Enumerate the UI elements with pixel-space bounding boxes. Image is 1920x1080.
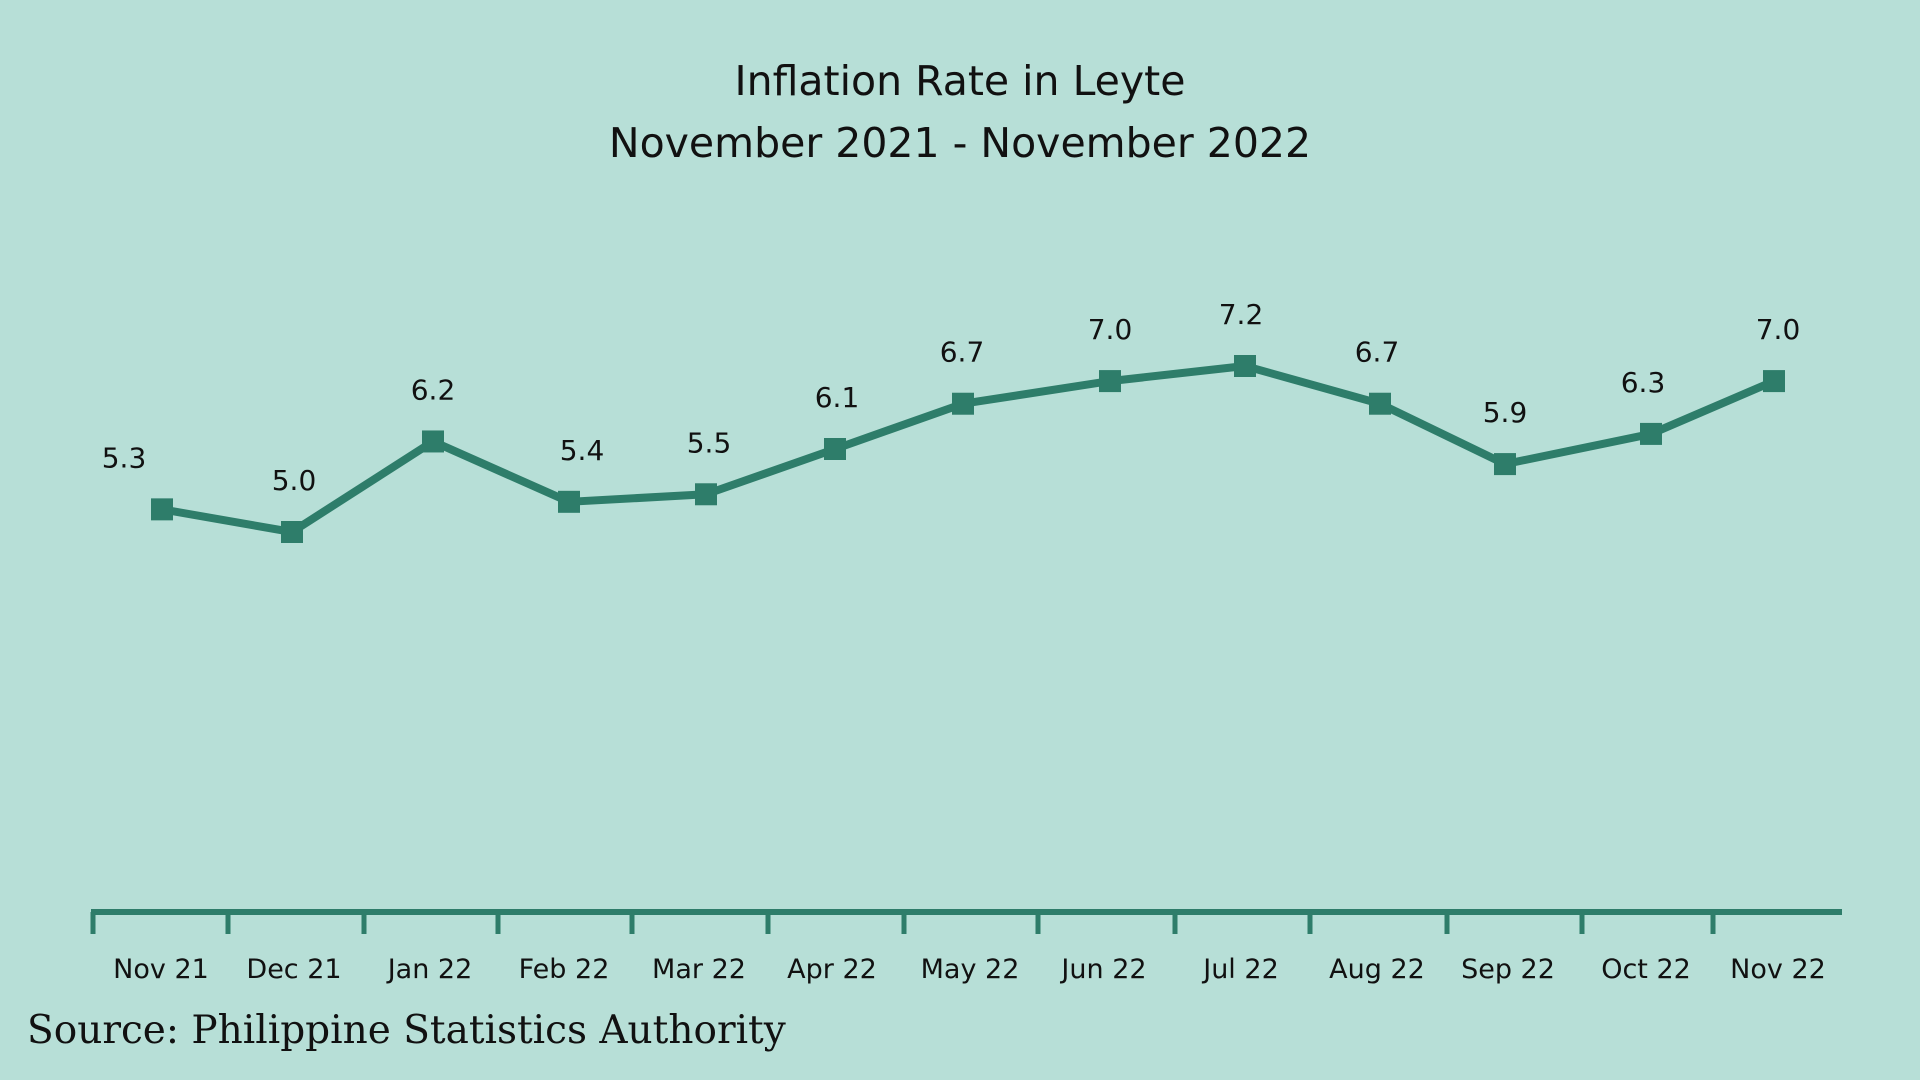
data-label: 7.2 (1219, 298, 1264, 331)
data-point-marker (151, 498, 173, 521)
chart-title: Inflation Rate in Leyte (734, 57, 1186, 105)
data-labels: 5.3 5.0 6.2 5.4 5.5 6.1 6.7 7.0 7.2 6.7 5.9 6.3 7.0 (102, 298, 1801, 497)
data-label: 5.4 (560, 434, 605, 467)
chart-subtitle: November 2021 - November 2022 (608, 119, 1312, 167)
data-markers (151, 355, 1785, 543)
series-line-group (158, 362, 1778, 536)
data-label: 6.1 (815, 381, 860, 414)
series-line (158, 362, 1778, 536)
x-tick-label: Jul 22 (1201, 954, 1279, 985)
chart-title-block: Inflation Rate in Leyte November 2021 - … (0, 50, 1920, 174)
x-tick-labels: Nov 21 Dec 21 Jan 22 Feb 22 Mar 22 Apr 22 May … (113, 954, 1826, 985)
x-tick-label: May 22 (921, 954, 1020, 985)
data-point-marker (281, 521, 303, 543)
x-tick-label: Mar 22 (652, 954, 746, 985)
x-tick-label: Dec 21 (246, 954, 341, 985)
data-label: 5.9 (1483, 396, 1528, 429)
x-tick-label: Apr 22 (787, 954, 877, 985)
data-point-marker (1640, 422, 1662, 445)
x-tick-label: Nov 22 (1730, 954, 1826, 985)
data-label: 6.3 (1621, 366, 1666, 399)
data-label: 5.5 (687, 426, 732, 459)
data-label: 6.7 (940, 336, 985, 369)
x-tick-label: Jan 22 (386, 954, 473, 985)
data-point-marker (1234, 355, 1256, 377)
data-point-marker (1763, 370, 1785, 393)
data-point-marker (1494, 453, 1516, 476)
data-point-marker (558, 490, 580, 513)
data-label: 7.0 (1088, 313, 1133, 346)
x-tick-label: Sep 22 (1461, 954, 1555, 985)
x-axis (90, 909, 1842, 934)
data-point-marker (952, 392, 974, 415)
data-label: 6.2 (411, 373, 456, 406)
data-point-marker (1099, 370, 1121, 393)
data-label: 5.3 (102, 441, 147, 474)
data-point-marker (422, 430, 444, 453)
data-label: 5.0 (272, 464, 317, 497)
x-tick-label: Feb 22 (519, 954, 610, 985)
x-tick-label: Aug 22 (1329, 954, 1425, 985)
source-note: Source: Philippine Statistics Authority (27, 1008, 786, 1053)
data-point-marker (695, 483, 717, 506)
x-tick-label: Oct 22 (1601, 954, 1691, 985)
line-chart: 5.35.06.25.4 5.56.16.77.0 7.26.75.96.37.0 … (90, 298, 1842, 985)
data-label: 7.0 (1756, 313, 1801, 346)
x-tick-label: Nov 21 (113, 954, 209, 985)
data-label: 6.7 (1355, 336, 1400, 369)
x-tick-label: Jun 22 (1059, 954, 1146, 985)
data-point-marker (1369, 392, 1391, 415)
data-point-marker (824, 438, 846, 460)
